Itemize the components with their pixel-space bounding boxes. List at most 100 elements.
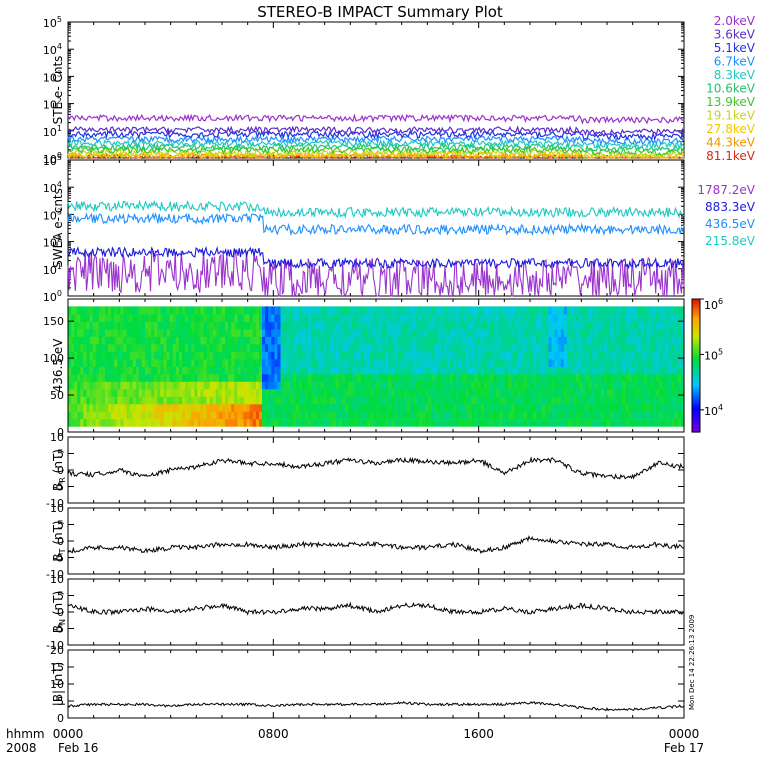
- heatmap-cell: [462, 396, 466, 405]
- heatmap-cell: [111, 351, 115, 360]
- heatmap-cell: [588, 403, 593, 412]
- heatmap-cell: [477, 396, 482, 405]
- heatmap-cell: [588, 358, 593, 367]
- heatmap-cell: [619, 411, 623, 420]
- heatmap-cell: [551, 388, 556, 397]
- heatmap-cell: [77, 418, 81, 427]
- heatmap-cell: [628, 381, 633, 390]
- heatmap-cell: [363, 366, 368, 375]
- heatmap-cell: [680, 396, 685, 405]
- heatmap-cell: [582, 396, 587, 405]
- heatmap-cell: [456, 343, 460, 352]
- heatmap-cell: [443, 418, 448, 427]
- heatmap-cell: [101, 328, 106, 337]
- heatmap-cell: [138, 411, 143, 420]
- heatmap-cell: [286, 411, 291, 420]
- heatmap-cell: [397, 328, 402, 337]
- heatmap-cell: [542, 336, 546, 345]
- heatmap-cell: [372, 403, 377, 412]
- heatmap-cell: [471, 366, 476, 375]
- colorbar-step: [692, 332, 700, 336]
- heatmap-cell: [644, 403, 648, 412]
- heatmap-cell: [523, 411, 528, 420]
- heatmap-cell: [400, 351, 405, 360]
- heatmap-cell: [570, 358, 574, 367]
- heatmap-cell: [89, 396, 94, 405]
- heatmap-cell: [446, 321, 451, 330]
- heatmap-cell: [443, 358, 448, 367]
- heatmap-cell: [252, 328, 257, 337]
- heatmap-cell: [246, 373, 251, 382]
- heatmap-cell: [434, 306, 439, 315]
- heatmap-cell: [465, 418, 469, 427]
- heatmap-cell: [434, 343, 439, 352]
- heatmap-cell: [659, 411, 664, 420]
- heatmap-cell: [314, 343, 319, 352]
- heatmap-cell: [366, 418, 371, 427]
- heatmap-cell: [249, 336, 254, 345]
- heatmap-cell: [255, 411, 260, 420]
- heatmap-cell: [212, 411, 217, 420]
- heatmap-cell: [326, 418, 331, 427]
- heatmap-cell: [120, 396, 125, 405]
- heatmap-cell: [308, 373, 312, 382]
- heatmap-cell: [603, 381, 608, 390]
- heatmap-cell: [594, 381, 599, 390]
- heatmap-cell: [579, 403, 583, 412]
- heatmap-cell: [468, 313, 473, 322]
- heatmap-cell: [671, 336, 676, 345]
- heatmap-cell: [600, 328, 605, 337]
- heatmap-cell: [397, 396, 402, 405]
- heatmap-cell: [379, 418, 383, 427]
- heatmap-cell: [591, 388, 596, 397]
- heatmap-cell: [480, 381, 485, 390]
- heatmap-cell: [212, 313, 217, 322]
- heatmap-cell: [388, 381, 392, 390]
- colorbar-step: [692, 314, 700, 318]
- heatmap-cell: [120, 321, 125, 330]
- heatmap-cell: [262, 313, 266, 322]
- heatmap-cell: [240, 313, 245, 322]
- heatmap-cell: [665, 411, 670, 420]
- heatmap-cell: [203, 373, 208, 382]
- heatmap-cell: [259, 396, 263, 405]
- heatmap-cell: [283, 306, 288, 315]
- heatmap-cell: [178, 396, 183, 405]
- heatmap-cell: [591, 328, 596, 337]
- heatmap-cell: [431, 358, 436, 367]
- heatmap-cell: [369, 381, 374, 390]
- heatmap-cell: [342, 373, 346, 382]
- heatmap-cell: [622, 388, 627, 397]
- heatmap-cell: [308, 366, 312, 375]
- heatmap-cell: [175, 411, 180, 420]
- heatmap-cell: [545, 321, 550, 330]
- heatmap-cell: [422, 381, 426, 390]
- heatmap-cell: [530, 396, 534, 405]
- heatmap-cell: [249, 373, 254, 382]
- heatmap-cell: [163, 381, 168, 390]
- heatmap-cell: [530, 403, 534, 412]
- heatmap-cell: [653, 313, 657, 322]
- heatmap-cell: [200, 328, 205, 337]
- ste-legend-entry: 44.3keV: [706, 136, 756, 150]
- colorbar-step: [692, 409, 700, 413]
- heatmap-cell: [542, 373, 546, 382]
- heatmap-cell: [185, 381, 189, 390]
- heatmap-cell: [302, 351, 306, 360]
- heatmap-cell: [499, 396, 503, 405]
- heatmap-cell: [369, 366, 374, 375]
- heatmap-cell: [613, 396, 617, 405]
- heatmap-cell: [345, 336, 349, 345]
- heatmap-cell: [77, 358, 81, 367]
- heatmap-cell: [311, 403, 315, 412]
- heatmap-cell: [154, 403, 158, 412]
- heatmap-cell: [388, 396, 392, 405]
- heatmap-cell: [434, 373, 439, 382]
- heatmap-cell: [480, 366, 485, 375]
- heatmap-cell: [453, 343, 457, 352]
- heatmap-cell: [413, 321, 417, 330]
- colorbar-step: [692, 321, 700, 324]
- heatmap-cell: [292, 313, 297, 322]
- heatmap-cell: [295, 328, 300, 337]
- heatmap-cell: [668, 418, 673, 427]
